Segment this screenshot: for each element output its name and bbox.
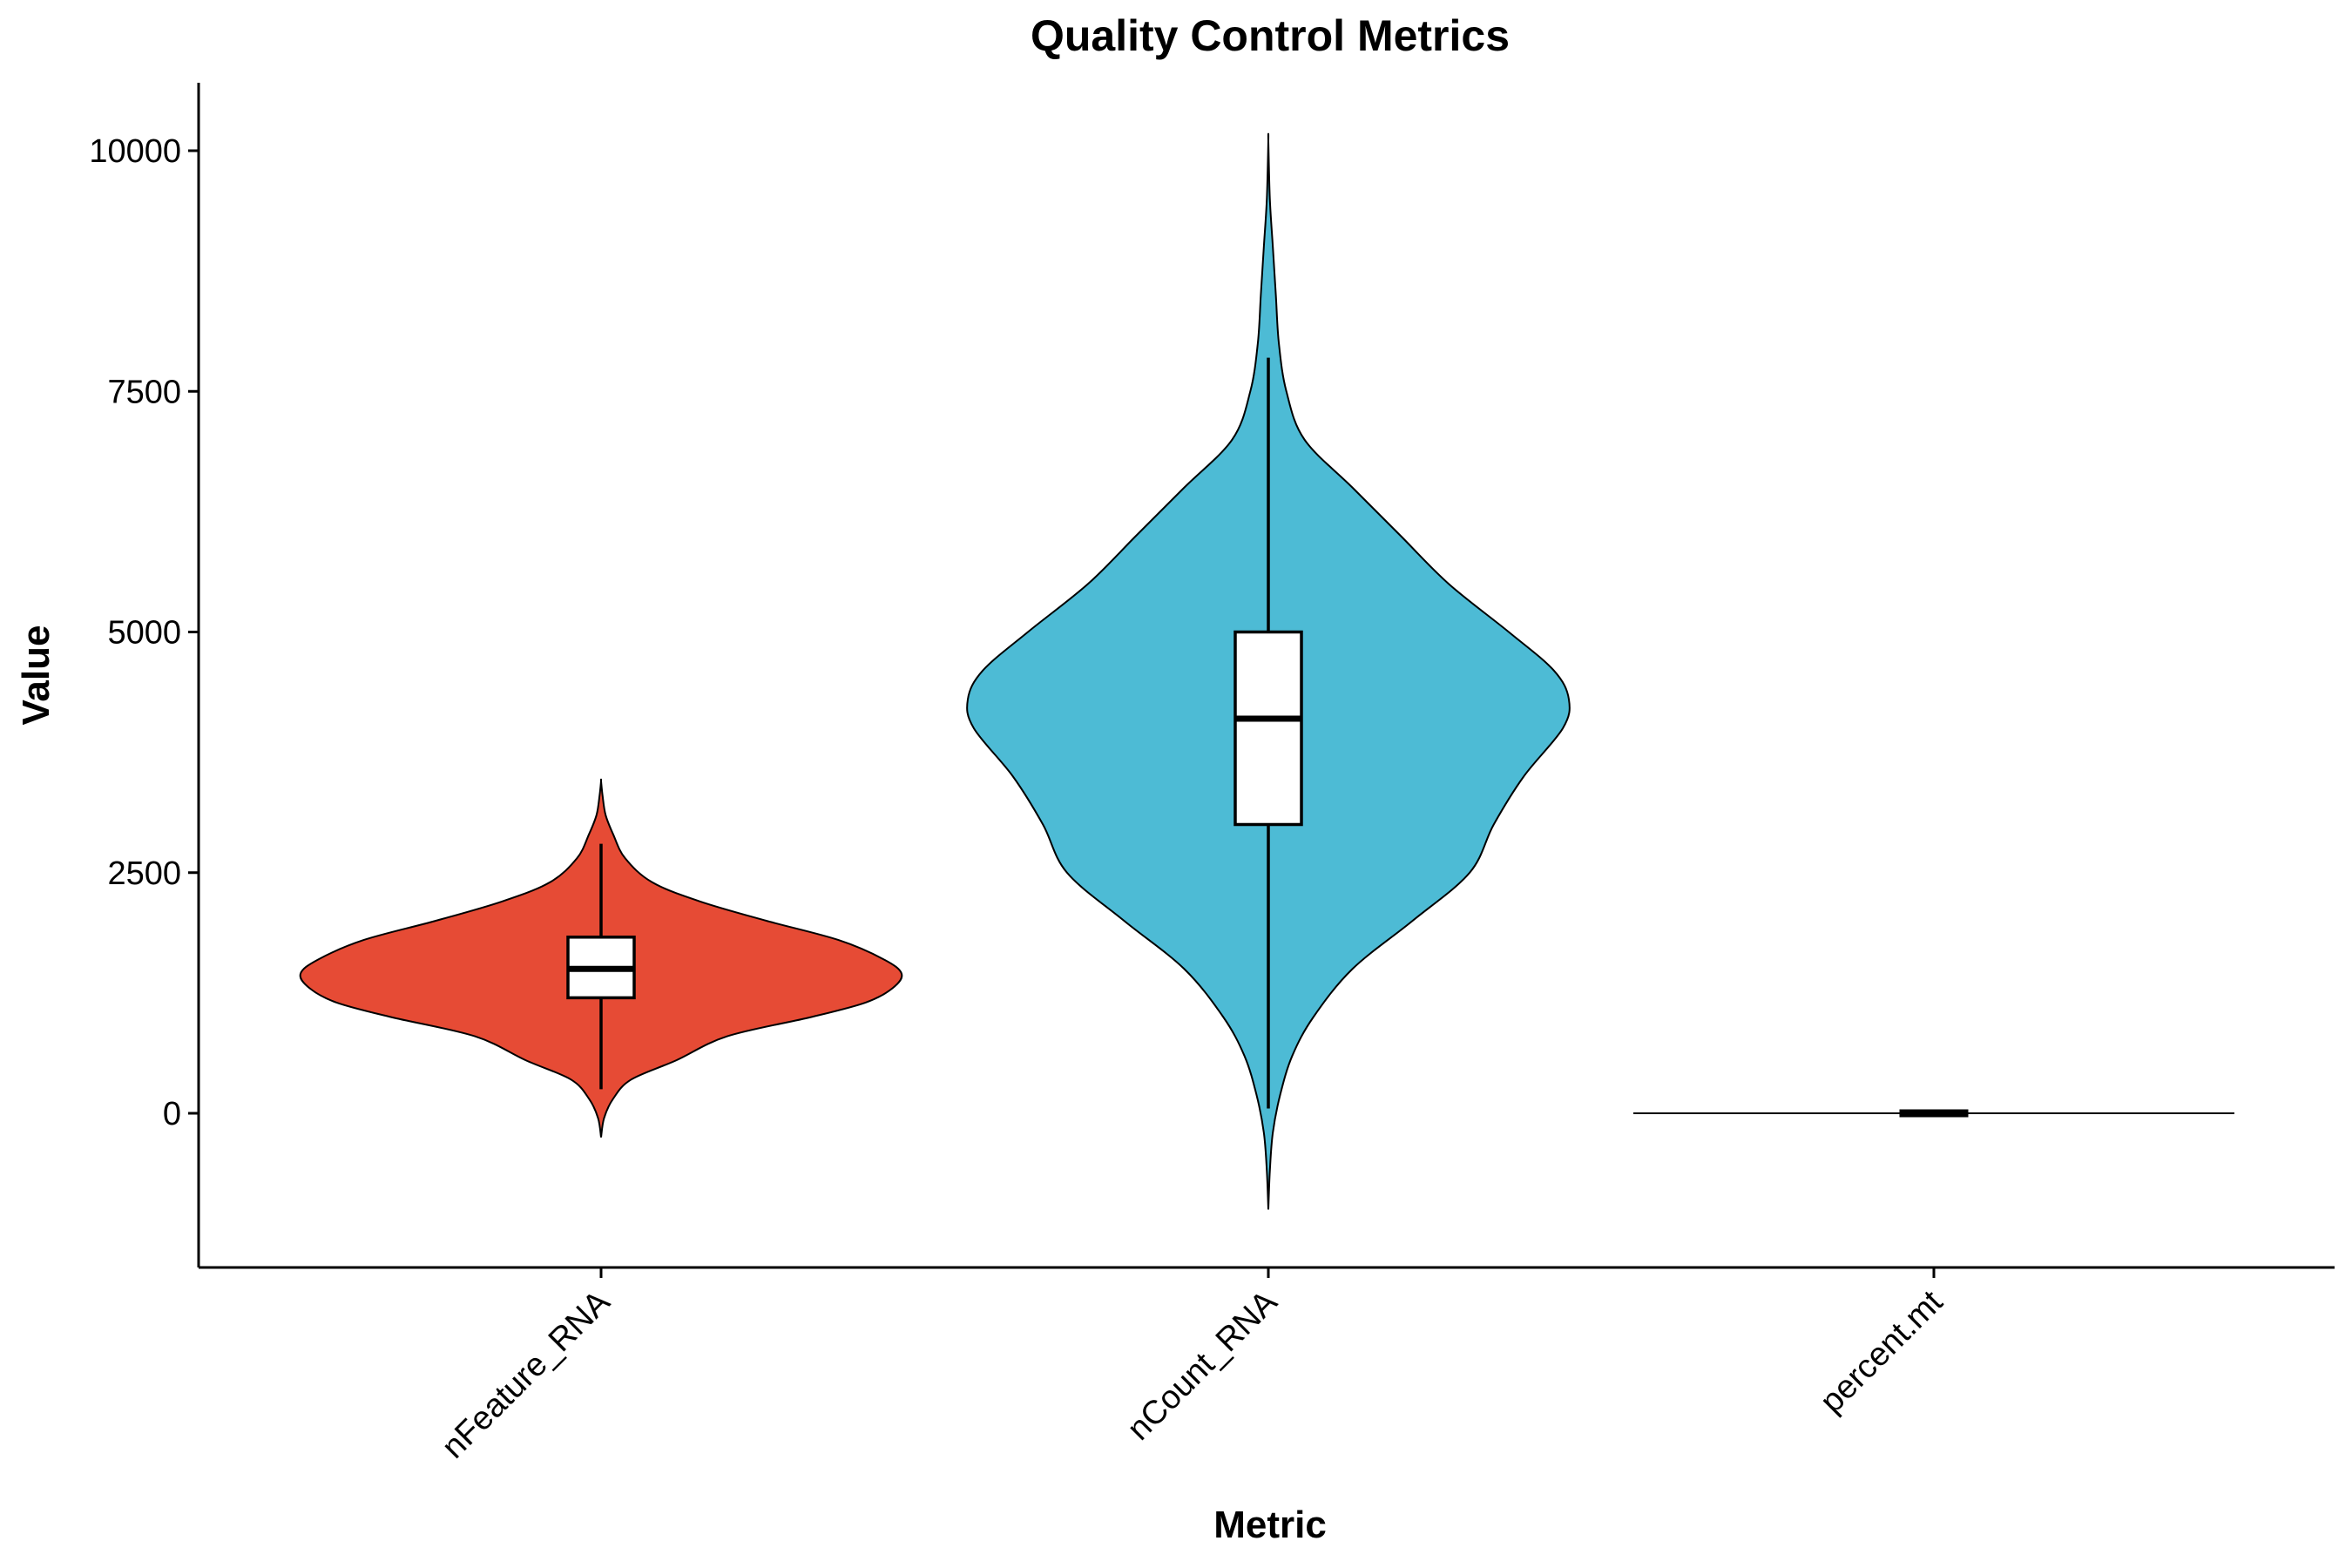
x-tick-label: nFeature_RNA <box>435 1283 617 1465</box>
x-tick-label: nCount_RNA <box>1120 1283 1284 1447</box>
y-tick-label: 5000 <box>107 615 181 652</box>
x-tick-label: percent.mt <box>1814 1283 1950 1420</box>
x-axis-title: Metric <box>1213 1504 1327 1546</box>
y-axis: 0 2500 5000 7500 10000 <box>89 83 200 1267</box>
violin-group-nCount_RNA <box>966 132 1571 1210</box>
y-tick-label: 7500 <box>107 374 181 410</box>
violin-group-nFeature_RNA <box>299 778 903 1138</box>
y-axis-title: Value <box>15 625 57 726</box>
y-tick-label: 10000 <box>89 133 181 170</box>
x-axis: nFeature_RNA nCount_RNA percent.mt <box>199 1266 2335 1466</box>
box-body <box>1233 630 1303 827</box>
violin-group-percent.mt <box>1633 1109 2234 1118</box>
plot-area <box>299 132 2234 1210</box>
chart-title: Quality Control Metrics <box>1031 11 1510 60</box>
y-tick-label: 2500 <box>107 855 181 892</box>
y-tick-label: 0 <box>163 1096 181 1132</box>
